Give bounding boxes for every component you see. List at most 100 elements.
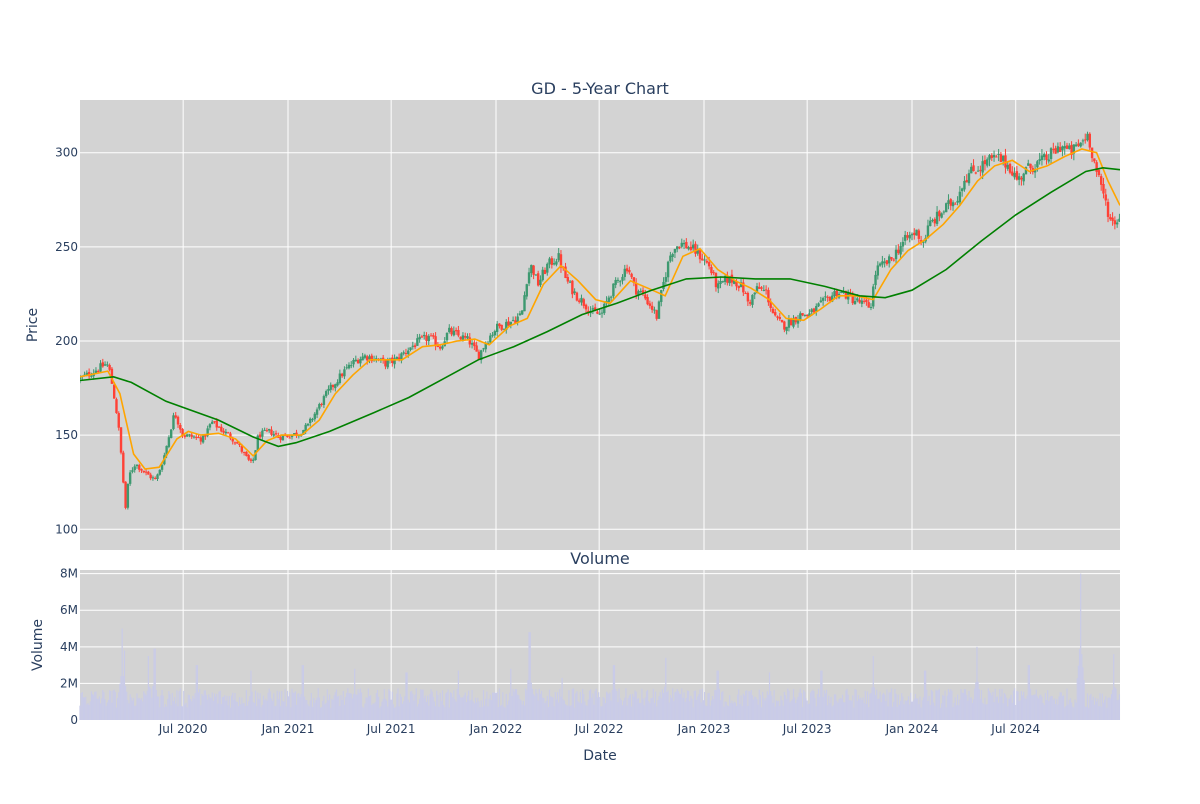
- volume-bar: [392, 704, 395, 720]
- volume-bar: [330, 707, 332, 720]
- candle-body: [80, 377, 82, 380]
- volume-bar: [290, 707, 292, 720]
- candle-body: [448, 327, 451, 333]
- volume-bar: [752, 699, 755, 720]
- volume-bar: [91, 694, 94, 720]
- candle-body: [1086, 133, 1089, 141]
- candle-body: [644, 294, 647, 299]
- candle-body: [347, 364, 351, 369]
- volume-bar: [1023, 691, 1025, 720]
- candle-body: [897, 249, 900, 254]
- candle-body: [1111, 217, 1114, 221]
- volume-bar: [819, 697, 821, 720]
- volume-bar: [843, 702, 845, 720]
- volume-bar: [1108, 697, 1110, 720]
- volume-bar: [869, 693, 871, 720]
- volume-bar: [195, 665, 197, 720]
- candle-body: [1104, 194, 1107, 201]
- volume-bar: [904, 700, 906, 720]
- volume-bar: [227, 705, 229, 720]
- volume-bar: [412, 693, 414, 720]
- volume-bar: [718, 688, 720, 720]
- volume-bar: [306, 700, 308, 720]
- volume-bar: [323, 695, 325, 720]
- volume-bar: [429, 694, 431, 720]
- candle-body: [691, 244, 695, 249]
- volume-bar: [302, 665, 304, 720]
- candle-body: [99, 363, 102, 372]
- volume-bar: [80, 693, 82, 720]
- volume-bar: [137, 698, 139, 720]
- volume-bar: [828, 695, 830, 720]
- candle-body: [951, 202, 955, 207]
- volume-bar: [738, 689, 740, 720]
- volume-bar: [134, 705, 136, 720]
- candle-body: [1024, 167, 1028, 175]
- candle-body: [571, 280, 574, 295]
- volume-bar: [387, 706, 389, 720]
- volume-bar: [171, 692, 173, 720]
- volume-bar: [374, 702, 376, 720]
- candle-body: [628, 269, 631, 273]
- candle-body: [637, 291, 640, 296]
- volume-bar: [265, 698, 267, 720]
- volume-bar: [1018, 701, 1020, 720]
- volume-bar: [384, 698, 387, 720]
- candle-body: [737, 285, 740, 289]
- volume-bar: [732, 703, 734, 720]
- x-axis-title: Date: [583, 748, 616, 764]
- volume-bar: [890, 688, 893, 720]
- volume-bar: [855, 689, 857, 720]
- volume-bar: [806, 700, 808, 720]
- candle-body: [126, 483, 130, 508]
- candle-body: [425, 335, 428, 341]
- volume-bar: [885, 701, 887, 720]
- volume-bar: [730, 702, 732, 720]
- volume-bar: [398, 706, 400, 720]
- volume-bar: [242, 703, 244, 720]
- candle-body: [792, 318, 795, 327]
- volume-bar: [1010, 694, 1012, 720]
- volume-bar: [421, 689, 423, 720]
- volume-bar: [882, 692, 885, 720]
- volume-bar: [629, 694, 632, 720]
- candle-body: [231, 438, 234, 442]
- candle-body: [944, 203, 948, 213]
- candle-body: [541, 269, 544, 281]
- candle-body: [609, 296, 613, 298]
- volume-bar: [651, 697, 653, 720]
- volume-bar: [90, 691, 92, 720]
- volume-bar: [783, 691, 785, 720]
- volume-bar: [789, 702, 791, 720]
- volume-bar: [762, 691, 764, 720]
- candle-body: [90, 375, 93, 377]
- volume-bar: [865, 703, 868, 720]
- volume-bar: [264, 700, 266, 720]
- volume-bar: [1084, 706, 1086, 720]
- candle-body: [842, 291, 845, 293]
- volume-bar: [892, 706, 894, 720]
- volume-bar: [336, 696, 339, 720]
- candle-body: [201, 435, 205, 443]
- volume-bar: [684, 701, 686, 720]
- candle-body: [805, 314, 809, 316]
- volume-bar: [503, 706, 505, 720]
- volume-bar: [645, 691, 648, 720]
- volume-bar: [628, 695, 630, 720]
- volume-bar: [709, 705, 711, 720]
- volume-bar: [1021, 695, 1024, 720]
- volume-bar: [259, 693, 261, 720]
- candle-body: [397, 357, 401, 360]
- volume-bar: [706, 706, 708, 720]
- volume-bar: [804, 691, 806, 720]
- volume-bar: [188, 695, 191, 720]
- volume-bar: [83, 697, 86, 720]
- volume-bar: [966, 694, 968, 720]
- volume-bar: [185, 702, 187, 720]
- volume-bar: [657, 700, 659, 720]
- candle-body: [142, 470, 146, 473]
- volume-bar: [411, 690, 413, 720]
- candle-body: [1052, 149, 1055, 151]
- volume-bar: [923, 670, 926, 720]
- volume-bar: [460, 697, 462, 720]
